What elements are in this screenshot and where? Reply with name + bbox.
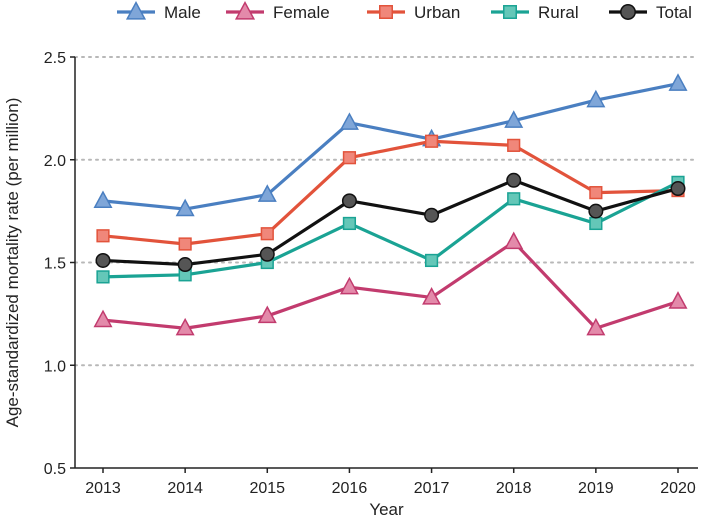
- point-total-2016: [341, 193, 357, 209]
- x-ticks: 2013 2014 2015 2016 2017 2018 2019 2020: [85, 468, 696, 497]
- legend-item-rural: Rural: [491, 3, 579, 22]
- y-axis-title: Age-standardized mortality rate (per mil…: [3, 98, 22, 428]
- point-male-2013: [93, 190, 113, 209]
- point-female-2018: [504, 231, 524, 250]
- point-female-2019: [586, 317, 606, 336]
- line-male: [102, 82, 679, 211]
- series-rural: [96, 175, 685, 284]
- y-tick-label-1-0: 1.0: [44, 358, 66, 375]
- point-urban-2019: [589, 186, 603, 200]
- legend-marker-urban: [379, 5, 393, 19]
- gridlines: [74, 56, 699, 367]
- series-male: [93, 73, 688, 217]
- legend-marker-total: [620, 4, 636, 20]
- line-urban: [102, 139, 679, 246]
- point-rural-2013: [96, 270, 110, 284]
- legend-item-urban: Urban: [367, 3, 460, 22]
- point-female-2014: [175, 317, 195, 336]
- point-urban-2014: [178, 237, 192, 251]
- y-tick-label-2-5: 2.5: [44, 50, 66, 67]
- point-female-2020: [668, 291, 688, 309]
- x-tick-label-2020: 2020: [660, 480, 696, 497]
- legend-label-female: Female: [273, 3, 330, 22]
- point-rural-2018: [507, 192, 521, 206]
- y-tick-label-2-0: 2.0: [44, 153, 66, 170]
- series-urban: [96, 134, 685, 251]
- point-urban-2016: [342, 151, 357, 165]
- legend-item-female: Female: [226, 0, 330, 22]
- point-rural-2019: [589, 216, 603, 231]
- line-total: [102, 178, 679, 267]
- legend-marker-female: [234, 0, 256, 20]
- point-male-2014: [175, 198, 195, 217]
- point-urban-2015: [260, 227, 274, 241]
- point-total-2020: [670, 181, 686, 197]
- legend-marker-male: [125, 0, 147, 20]
- x-axis-title: Year: [369, 500, 404, 518]
- point-total-2014: [177, 257, 193, 273]
- point-total-2013: [95, 252, 111, 268]
- point-total-2018: [506, 172, 522, 188]
- series-total: [95, 172, 686, 273]
- legend-label-total: Total: [656, 3, 692, 22]
- point-male-2015: [257, 184, 277, 202]
- point-male-2019: [586, 89, 606, 108]
- x-tick-label-2017: 2017: [414, 480, 450, 497]
- point-total-2015: [259, 246, 275, 262]
- point-urban-2013: [96, 229, 110, 243]
- point-urban-2018: [507, 138, 521, 152]
- legend-label-urban: Urban: [414, 3, 460, 22]
- legend-item-total: Total: [609, 3, 692, 22]
- line-rural: [102, 180, 679, 279]
- legend: Male Female Urban Rural Total: [117, 0, 692, 22]
- line-female: [102, 240, 679, 330]
- x-tick-label-2016: 2016: [332, 480, 368, 497]
- point-female-2017: [422, 287, 442, 305]
- point-male-2018: [504, 110, 524, 128]
- legend-marker-rural: [503, 5, 517, 19]
- point-female-2015: [257, 305, 277, 324]
- point-total-2017: [424, 207, 440, 223]
- x-tick-label-2019: 2019: [578, 480, 614, 497]
- point-total-2019: [588, 203, 604, 219]
- x-tick-label-2013: 2013: [85, 480, 121, 497]
- series-female: [93, 231, 688, 336]
- x-tick-label-2015: 2015: [249, 480, 285, 497]
- legend-label-male: Male: [164, 3, 201, 22]
- point-female-2016: [339, 276, 359, 295]
- y-tick-label-0-5: 0.5: [44, 461, 66, 478]
- point-rural-2017: [424, 253, 439, 268]
- series-group: [93, 73, 688, 336]
- y-ticks: 0.5 1.0 1.5 2.0 2.5: [44, 50, 75, 478]
- point-female-2013: [93, 309, 113, 328]
- point-male-2020: [668, 73, 688, 91]
- legend-label-rural: Rural: [538, 3, 579, 22]
- x-tick-label-2018: 2018: [496, 480, 532, 497]
- legend-item-male: Male: [117, 0, 201, 22]
- point-urban-2017: [424, 134, 439, 148]
- point-male-2016: [339, 112, 359, 130]
- x-tick-label-2014: 2014: [167, 480, 203, 497]
- point-rural-2016: [342, 216, 357, 231]
- y-tick-label-1-5: 1.5: [44, 256, 66, 273]
